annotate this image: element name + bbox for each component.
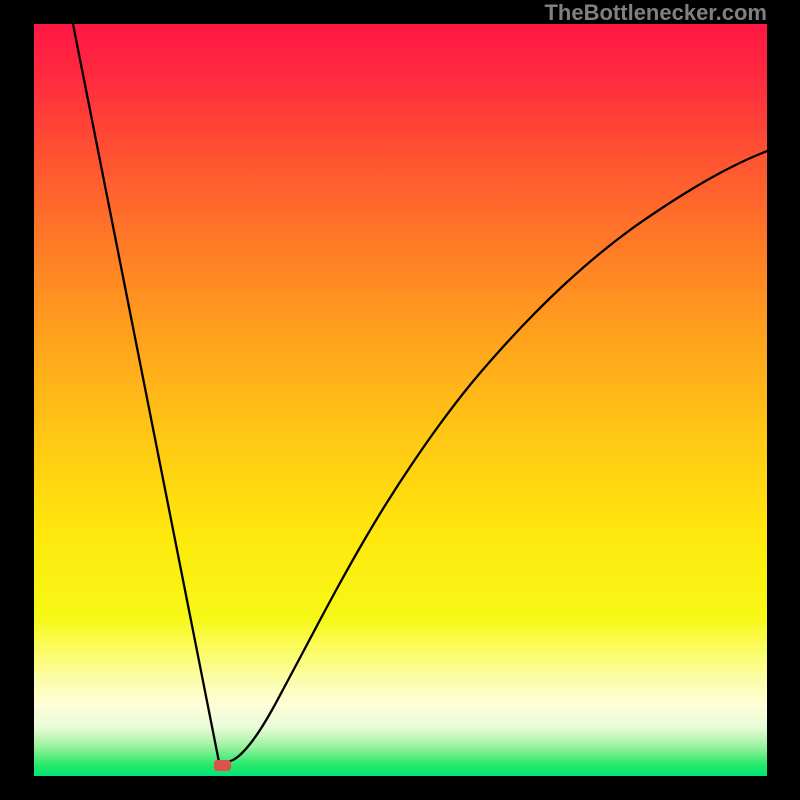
border-left	[0, 0, 34, 800]
optimum-marker	[214, 760, 231, 771]
border-right	[767, 0, 800, 800]
bottleneck-curve	[34, 24, 767, 776]
watermark-text: TheBottlenecker.com	[544, 0, 767, 26]
border-bottom	[0, 776, 800, 800]
chart-container: TheBottlenecker.com	[0, 0, 800, 800]
plot-area	[34, 24, 767, 776]
